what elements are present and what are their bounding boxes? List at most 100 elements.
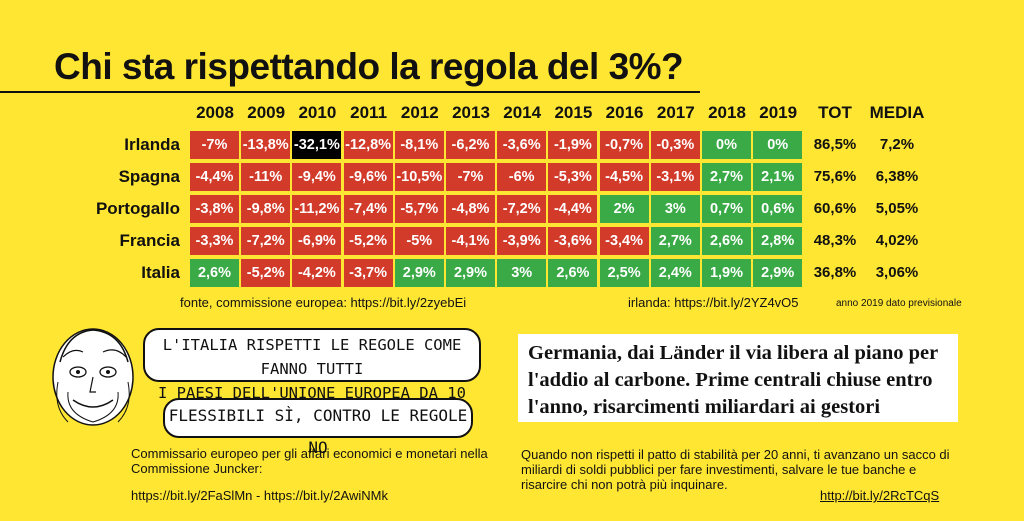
year-header: 2018: [708, 103, 746, 122]
deficit-cell: -7%: [190, 131, 239, 159]
year-header: 2015: [554, 103, 593, 122]
tot-value: 86,5%: [813, 136, 857, 153]
quote-line-1: L'Italia rispetti le regole come fanno t…: [162, 336, 462, 378]
deficit-cell: -6,2%: [446, 131, 495, 159]
deficit-cell: -11,2%: [292, 195, 342, 223]
deficit-cell: 2,4%: [650, 259, 700, 287]
tot-value: 36,8%: [813, 264, 857, 281]
country-label: Spagna: [118, 167, 180, 186]
deficit-cell: -7,2%: [241, 227, 291, 255]
commissioner-portrait-icon: [52, 328, 134, 426]
deficit-cell: 2,1%: [753, 163, 803, 191]
deficit-cell: -10,5%: [394, 163, 444, 191]
deficit-cell: -6,9%: [292, 227, 342, 255]
deficit-cell: 2,8%: [753, 227, 803, 255]
deficit-cell: -9,6%: [343, 163, 393, 191]
country-label: Italia: [141, 263, 180, 282]
deficit-cell: 0,7%: [702, 195, 751, 223]
deficit-cell: -4,1%: [446, 227, 495, 255]
deficit-cell: 1,9%: [702, 259, 751, 287]
deficit-cell: -11%: [241, 163, 291, 191]
year-header: 2009: [247, 103, 286, 122]
media-value: 4,02%: [875, 232, 919, 249]
deficit-cell: 2,6%: [548, 259, 598, 287]
deficit-cell: -5,7%: [394, 195, 444, 223]
year-header: 2013: [452, 103, 490, 122]
deficit-cell: 2,6%: [190, 259, 239, 287]
article-headline: Germania, dai Länder il via libera al pi…: [518, 334, 958, 422]
deficit-cell: -4,2%: [292, 259, 342, 287]
deficit-cell: -0,7%: [599, 131, 649, 159]
deficit-cell: -3,9%: [497, 227, 547, 255]
deficit-cell: -9,4%: [292, 163, 342, 191]
country-label: Francia: [119, 231, 180, 250]
deficit-cell: -3,7%: [343, 259, 393, 287]
deficit-cell: 0,6%: [753, 195, 803, 223]
deficit-cell: 2,5%: [599, 259, 649, 287]
source-note: anno 2019 dato previsionale: [836, 298, 962, 309]
source-right: irlanda: https://bit.ly/2YZ4vO5: [628, 295, 799, 310]
deficit-cell: -13,8%: [241, 131, 291, 159]
deficit-cell: -4,4%: [548, 195, 598, 223]
tot-header: TOT: [818, 103, 852, 122]
media-value: 5,05%: [875, 200, 919, 217]
quote-bubble-secondary: Flessibili sì, contro le regole no: [163, 398, 473, 457]
deficit-cell: -4,5%: [599, 163, 649, 191]
media-value: 3,06%: [875, 264, 919, 281]
deficit-cell: 2,9%: [446, 259, 495, 287]
year-header: 2019: [759, 103, 798, 122]
source-left: fonte, commissione europea: https://bit.…: [180, 295, 467, 310]
deficit-cell: -5,3%: [548, 163, 598, 191]
country-label: Irlanda: [124, 135, 180, 154]
deficit-cell: -5,2%: [241, 259, 291, 287]
deficit-cell: 2,7%: [702, 163, 751, 191]
deficit-cell: 2,6%: [702, 227, 751, 255]
quote-line-3: Flessibili sì, contro le regole no: [168, 406, 468, 457]
deficit-cell: -5%: [394, 227, 444, 255]
tot-value: 60,6%: [813, 200, 857, 217]
article-note: Quando non rispetti il patto di stabilit…: [521, 447, 950, 492]
media-header: MEDIA: [869, 103, 925, 122]
country-label: Portogallo: [95, 199, 180, 218]
deficit-cell: 0%: [702, 131, 751, 159]
deficit-cell: -8,1%: [394, 131, 444, 159]
year-header: 2011: [350, 103, 388, 122]
deficit-cell: 2%: [599, 195, 649, 223]
year-header: 2017: [656, 103, 695, 122]
deficit-cell: -7%: [446, 163, 495, 191]
quote-links[interactable]: https://bit.ly/2FaSlMn - https://bit.ly/…: [131, 488, 388, 503]
article-link[interactable]: http://bit.ly/2RcTCqS: [820, 488, 940, 503]
deficit-cell: 0%: [753, 131, 803, 159]
deficit-cell: 2,9%: [753, 259, 803, 287]
deficit-cell: -32,1%: [292, 131, 342, 159]
media-value: 7,2%: [879, 136, 915, 153]
page-title: Chi sta rispettando la regola del 3%?: [54, 46, 684, 87]
deficit-cell: 3%: [650, 195, 700, 223]
deficit-cell: 2,7%: [650, 227, 700, 255]
year-header: 2010: [298, 103, 337, 122]
year-header: 2008: [196, 103, 234, 122]
tot-value: 48,3%: [813, 232, 857, 249]
deficit-cell: -9,8%: [241, 195, 291, 223]
deficit-cell: -3,4%: [599, 227, 649, 255]
deficit-cell: -7,4%: [343, 195, 393, 223]
year-header: 2014: [503, 103, 542, 122]
deficit-cell: -12,8%: [343, 131, 393, 159]
deficit-cell: -4,4%: [190, 163, 239, 191]
deficit-cell: -3,8%: [190, 195, 239, 223]
quote-caption: Commissario europeo per gli affari econo…: [131, 446, 488, 476]
title-underline: [0, 91, 700, 93]
deficit-cell: -4,8%: [446, 195, 495, 223]
deficit-cell: -5,2%: [343, 227, 393, 255]
deficit-cell: -7,2%: [497, 195, 547, 223]
deficit-cell: 3%: [497, 259, 547, 287]
deficit-cell: -1,9%: [548, 131, 598, 159]
deficit-cell: -3,6%: [497, 131, 547, 159]
deficit-cell: -3,1%: [650, 163, 700, 191]
tot-value: 75,6%: [813, 168, 857, 185]
media-value: 6,38%: [875, 168, 919, 185]
year-header: 2012: [400, 103, 439, 122]
quote-bubble-main: L'Italia rispetti le regole come fanno t…: [143, 328, 481, 426]
deficit-cell: -0,3%: [650, 131, 700, 159]
deficit-cell: -6%: [497, 163, 547, 191]
